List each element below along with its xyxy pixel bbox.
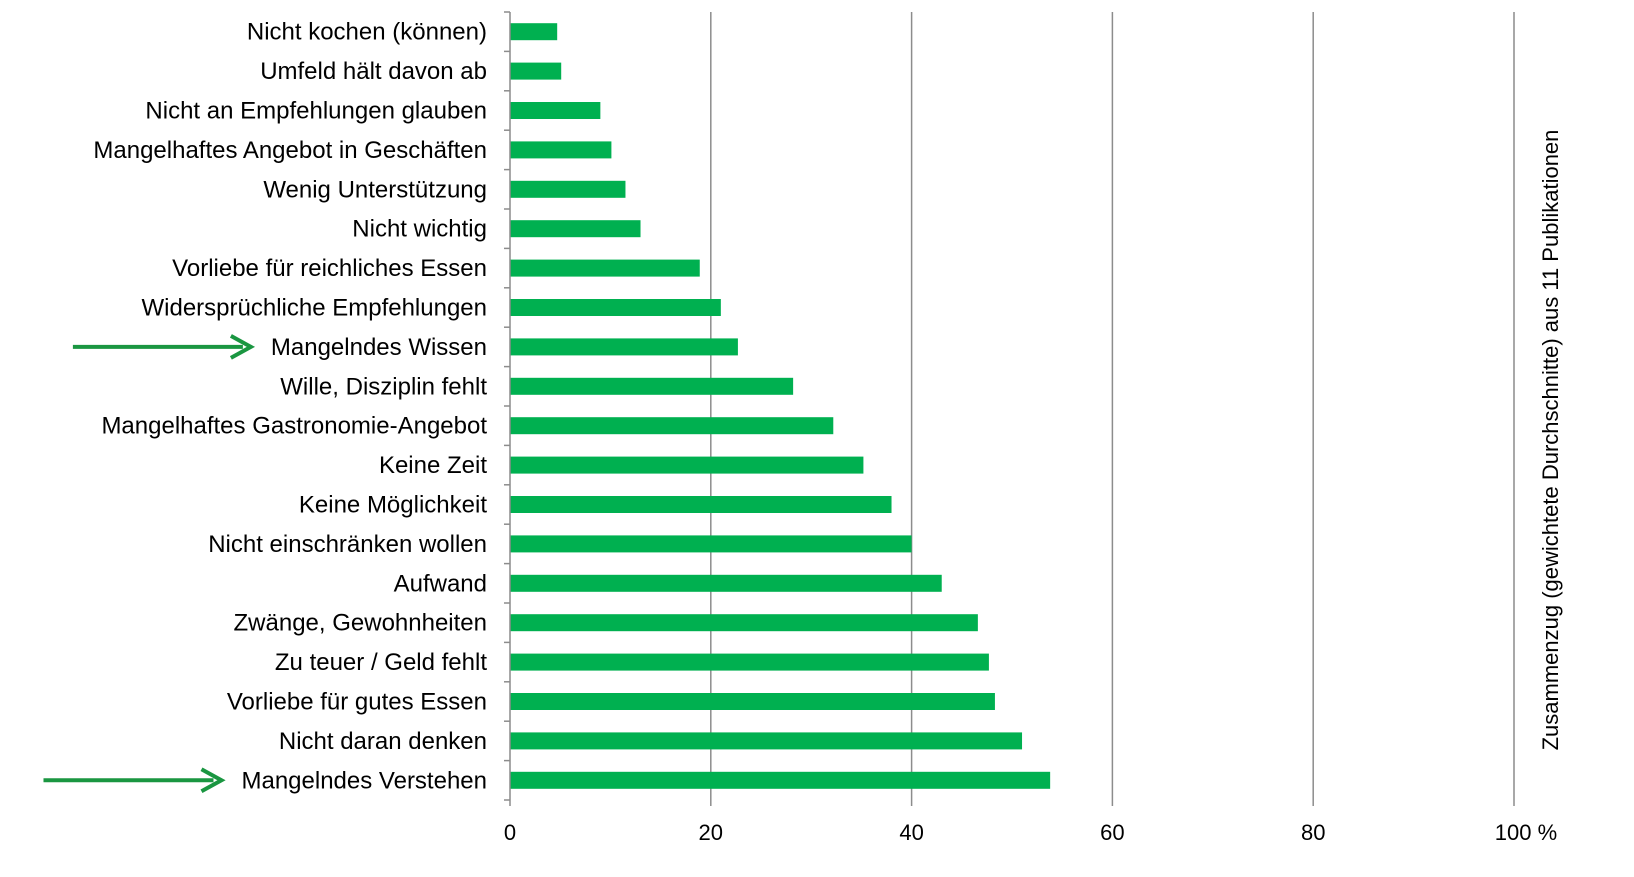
category-label: Vorliebe für reichliches Essen [172, 255, 487, 282]
bar [510, 535, 912, 553]
bar [510, 23, 558, 41]
bar [510, 377, 794, 395]
x-tick-label: 100 % [1495, 820, 1557, 845]
category-label: Nicht kochen (können) [247, 19, 487, 46]
category-label: Aufwand [394, 570, 487, 597]
category-label: Mangelhaftes Gastronomie-Angebot [101, 413, 487, 440]
highlight-arrows [43, 334, 256, 794]
bar [510, 496, 892, 513]
category-label: Zwänge, Gewohnheiten [234, 610, 488, 637]
bar [510, 771, 1051, 789]
category-label: Mangelhaftes Angebot in Geschäften [93, 137, 487, 164]
category-label: Wenig Unterstützung [263, 176, 487, 203]
x-tick-label: 0 [504, 820, 516, 845]
bar [510, 456, 864, 474]
x-tick-label: 80 [1301, 820, 1325, 845]
highlight-arrow-head [229, 334, 256, 360]
bar [510, 220, 641, 238]
category-label: Nicht wichtig [352, 216, 487, 243]
category-label: Mangelndes Wissen [271, 334, 487, 361]
category-label: Keine Zeit [379, 452, 487, 479]
category-label: Widersprüchliche Empfehlungen [141, 295, 487, 322]
bar [510, 299, 721, 316]
bar [510, 653, 989, 671]
bar [510, 693, 995, 710]
category-label: Keine Möglichkeit [299, 492, 487, 519]
category-label: Nicht an Empfehlungen glauben [145, 98, 487, 125]
highlight-arrow-head [200, 767, 226, 794]
x-tick-label: 60 [1100, 820, 1124, 845]
category-label: Nicht daran denken [279, 728, 487, 755]
category-label: Zu teuer / Geld fehlt [275, 649, 487, 676]
category-label: Wille, Disziplin fehlt [280, 373, 487, 400]
category-labels: Nicht kochen (können) Umfeld hält davon a… [93, 19, 487, 795]
bar [510, 574, 942, 592]
bar [510, 732, 1023, 750]
x-tick-labels: 0 20 40 60 80 100 % [504, 820, 1557, 845]
bar [510, 141, 612, 159]
x-tick-label: 40 [899, 820, 923, 845]
x-tick-label: 20 [699, 820, 723, 845]
category-label: Nicht einschränken wollen [208, 531, 487, 558]
bar [510, 62, 562, 80]
category-label: Umfeld hält davon ab [260, 58, 487, 85]
bar [510, 417, 834, 435]
category-label: Vorliebe für gutes Essen [227, 689, 487, 716]
bar [510, 102, 601, 119]
bar [510, 614, 978, 632]
right-axis-label: Zusammenzug (gewichtete Durchschnitte) a… [1538, 130, 1563, 751]
bar [510, 180, 626, 198]
bar [510, 259, 700, 277]
category-label: Mangelndes Verstehen [241, 767, 487, 794]
gridlines [710, 12, 1515, 800]
bars [510, 23, 1051, 789]
axes [504, 11, 1515, 806]
bar [510, 338, 738, 356]
